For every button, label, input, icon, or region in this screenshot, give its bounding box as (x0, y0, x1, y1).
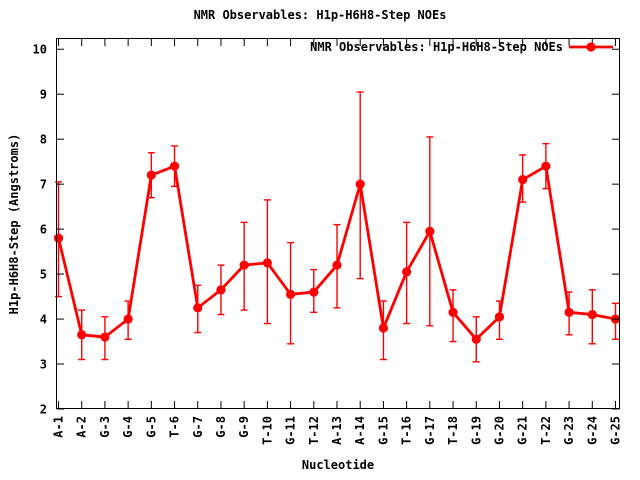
legend-marker (586, 42, 596, 52)
data-point-marker (425, 226, 435, 236)
y-axis-label: H1p-H6H8-Step (Angstroms) (7, 134, 21, 315)
x-tick-label: A-13 (330, 416, 344, 445)
data-point-marker (216, 285, 226, 295)
x-tick-label: G-25 (609, 416, 623, 445)
x-tick-label: G-23 (562, 416, 576, 445)
plot-border (56, 38, 620, 409)
x-tick-label: G-8 (214, 416, 228, 438)
data-point-marker (355, 179, 365, 189)
x-tick-label: G-24 (585, 416, 599, 445)
y-tick-label: 4 (40, 313, 47, 327)
y-tick-label: 3 (40, 358, 47, 372)
x-tick-label: G-4 (121, 416, 135, 438)
data-point-marker (448, 307, 458, 317)
x-tick-label: G-15 (376, 416, 390, 445)
x-tick-label: G-9 (237, 416, 251, 438)
x-tick-label: G-20 (492, 416, 506, 445)
x-tick-label: T-12 (307, 416, 321, 445)
y-tick-label: 2 (40, 403, 47, 417)
data-point-marker (77, 330, 87, 340)
x-axis-label: Nucleotide (302, 458, 374, 472)
data-point-marker (53, 233, 64, 243)
data-point-marker (193, 303, 203, 313)
x-tick-label: G-5 (144, 416, 158, 438)
data-point-marker (146, 170, 156, 180)
data-point-marker (541, 161, 551, 171)
x-tick-label: G-19 (469, 416, 483, 445)
y-tick-label: 9 (40, 88, 47, 102)
data-point-marker (494, 312, 505, 322)
data-point-marker (378, 323, 389, 333)
y-tick-label: 5 (40, 268, 47, 282)
x-tick-label: G-11 (284, 416, 298, 445)
y-tick-label: 7 (40, 178, 47, 192)
data-point-marker (169, 161, 180, 171)
x-tick-label: G-7 (191, 416, 205, 438)
x-tick-label: T-16 (400, 416, 414, 445)
x-tick-label: A-2 (75, 416, 89, 438)
x-tick-label: G-21 (516, 416, 530, 445)
y-tick-label: 6 (40, 223, 47, 237)
x-tick-label: T-18 (446, 416, 460, 445)
data-point-marker (471, 334, 481, 344)
x-tick-label: G-17 (423, 416, 437, 445)
data-point-marker (239, 260, 249, 270)
data-point-marker (332, 260, 342, 270)
data-point-marker (100, 332, 110, 342)
tick-labels-group: 2 3 4 5 6 7 8 9 10 A-1 A-2 G-3 G-4 G-5 T-6 G-7 G-8 G-9 T-1… (33, 43, 623, 445)
x-tick-label: A-14 (353, 416, 367, 445)
y-tick-label: 8 (40, 133, 47, 147)
ticks-group (57, 39, 619, 410)
data-point-marker (518, 175, 528, 185)
data-point-marker (123, 314, 133, 324)
chart-title: NMR Observables: H1p-H6H8-Step NOEs (194, 8, 447, 22)
legend-label: NMR Observables: H1p-H6H8-Step NOEs (310, 40, 563, 54)
x-tick-label: T-10 (260, 416, 274, 445)
marker-group (53, 161, 621, 344)
x-tick-label: T-6 (168, 416, 182, 438)
data-point-marker (564, 307, 574, 317)
x-tick-label: T-22 (539, 416, 553, 445)
data-point-marker (262, 258, 272, 268)
data-point-marker (309, 287, 319, 297)
x-tick-label: A-1 (52, 416, 66, 438)
x-tick-label: G-3 (98, 416, 112, 438)
data-point-marker (285, 289, 296, 299)
error-bars-group (55, 91, 619, 363)
data-point-marker (402, 267, 412, 277)
data-point-marker (587, 309, 597, 320)
y-tick-label: 10 (33, 43, 47, 57)
